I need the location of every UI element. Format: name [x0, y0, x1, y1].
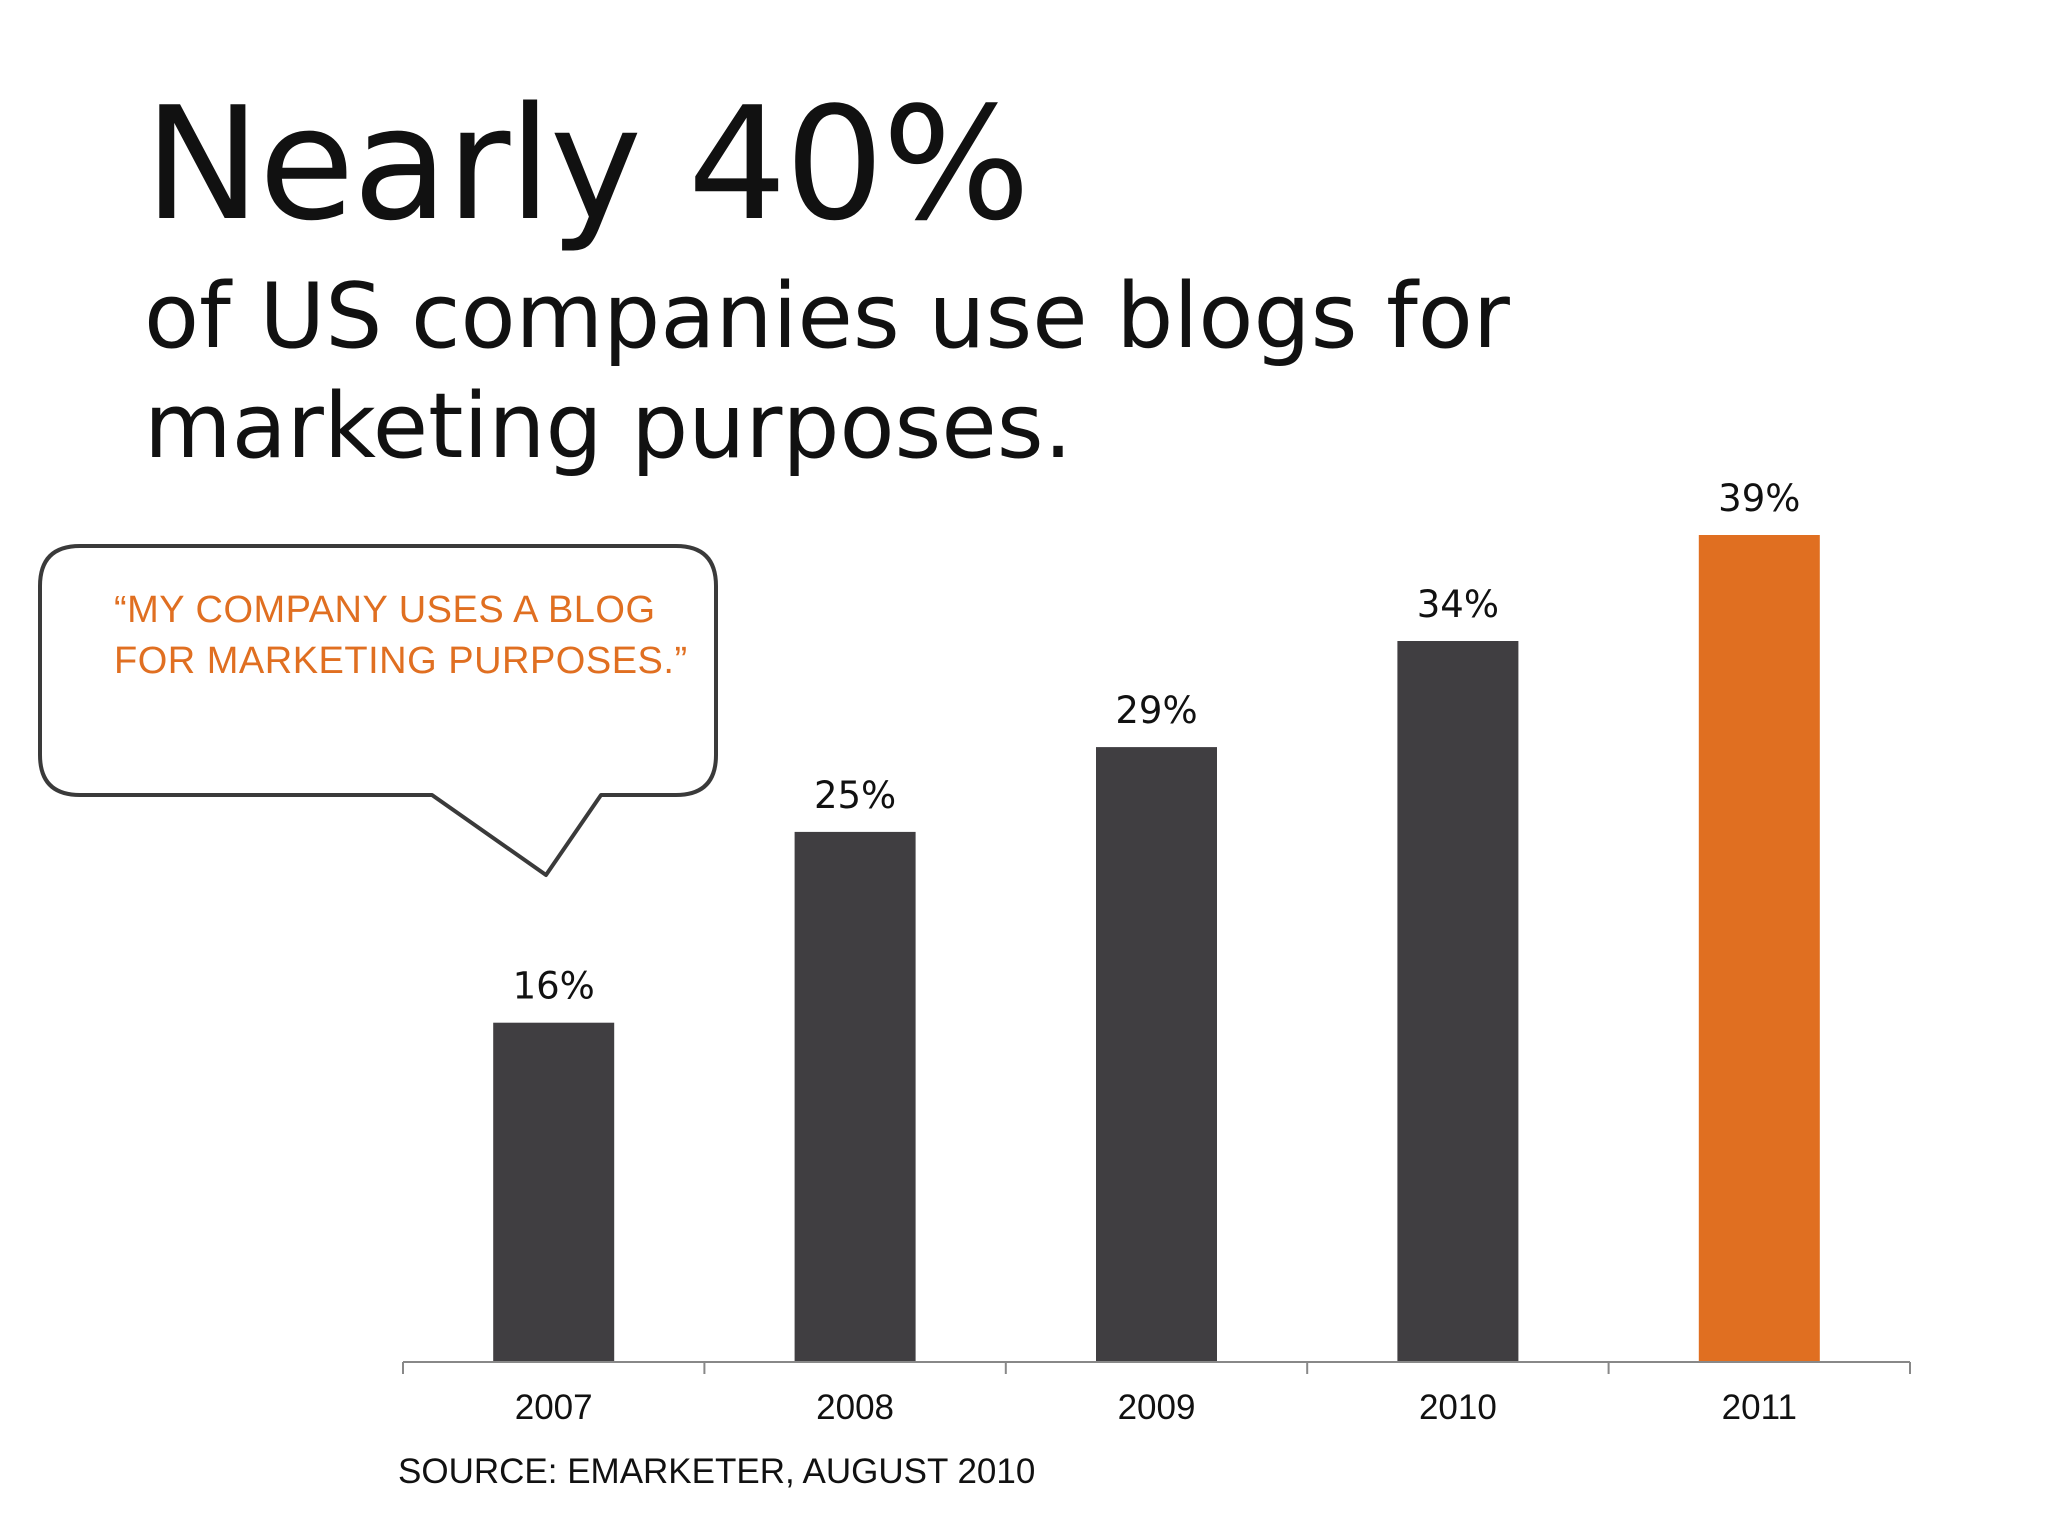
chart-marks: 16% 25% 29% 34% 39%: [493, 477, 1820, 1362]
subhead-line-2: marketing purposes.: [144, 374, 1073, 479]
x-tick-label-2008: 2008: [816, 1388, 894, 1427]
bar-2007: [493, 1022, 615, 1362]
subhead: of US companies use blogs for marketing …: [144, 262, 1904, 482]
source-note: SOURCE: EMARKETER, AUGUST 2010: [398, 1452, 1036, 1491]
callout-line-1: “MY COMPANY USES A BLOG: [114, 589, 656, 631]
data-label-2011: 39%: [1718, 477, 1800, 520]
bar-2010: [1397, 641, 1519, 1362]
data-label-2010: 34%: [1417, 583, 1499, 626]
bar-2011: [1698, 535, 1820, 1362]
data-label-2007: 16%: [513, 965, 595, 1008]
x-tick-label-2011: 2011: [1722, 1388, 1797, 1427]
callout-bubble: [38, 544, 718, 877]
bar-2009: [1096, 747, 1217, 1362]
headline: Nearly 40%: [144, 73, 1030, 255]
x-axis: 2007 2008 2009 2010 2011: [402, 1361, 1911, 1427]
data-label-2009: 29%: [1115, 689, 1197, 732]
callout-text: “MY COMPANY USES A BLOG FOR MARKETING PU…: [114, 585, 694, 687]
data-label-2008: 25%: [814, 774, 896, 817]
callout-line-2: FOR MARKETING PURPOSES.”: [114, 640, 688, 682]
subhead-line-1: of US companies use blogs for: [144, 264, 1510, 369]
x-tick-label-2007: 2007: [515, 1388, 593, 1427]
bar-2008: [794, 831, 916, 1362]
x-tick-label-2010: 2010: [1419, 1388, 1497, 1427]
x-tick-label-2009: 2009: [1118, 1388, 1196, 1427]
